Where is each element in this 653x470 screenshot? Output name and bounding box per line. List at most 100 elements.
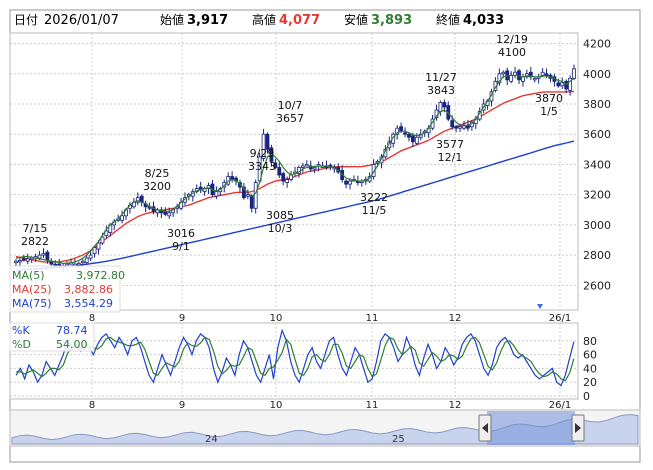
- navigator-year-label: 25: [392, 434, 405, 445]
- candle-body: [80, 260, 85, 264]
- candle-body: [399, 126, 404, 132]
- price-y-tick-label: 4200: [583, 38, 611, 51]
- candle-body: [214, 191, 219, 197]
- navigator-left-handle[interactable]: [478, 414, 492, 442]
- annotation-date: 10/7: [278, 99, 303, 112]
- price-x-tick-labels: 8 9 10 11 12 26/1: [89, 313, 571, 324]
- k-legend-value: 78.74: [56, 324, 88, 337]
- candle-body: [379, 156, 384, 164]
- price-y-tick-labels: 2600 2800 3000 3200 3400 3600 3800 4000 4200: [583, 38, 611, 293]
- annotation-value: 3843: [427, 84, 455, 97]
- candle: [277, 162, 282, 179]
- date-label: 日付: [14, 13, 38, 27]
- candle-body: [273, 162, 278, 168]
- chevron-left-icon: [482, 423, 488, 433]
- candle-body: [261, 133, 266, 159]
- candle: [261, 128, 266, 162]
- candle-body: [76, 263, 81, 266]
- candle: [265, 132, 270, 154]
- k-line: [15, 328, 575, 387]
- close-label: 終値: [436, 12, 460, 27]
- candle-body: [135, 197, 140, 203]
- stochastic-y-tick-label: 20: [583, 376, 597, 389]
- navigator-selected-window[interactable]: [487, 411, 575, 445]
- annotation-date: 10/3: [268, 222, 293, 235]
- annotation-value: 3222: [360, 191, 388, 204]
- candle: [45, 250, 50, 264]
- annotation-value: 3657: [276, 112, 304, 125]
- candle-body: [88, 254, 93, 259]
- candle-body: [53, 263, 58, 267]
- open-value: 3,917: [187, 13, 228, 28]
- low-label: 安値: [344, 12, 368, 27]
- price-y-tick-label: 2800: [583, 249, 611, 262]
- candle: [544, 68, 549, 79]
- stochastic-x-tick-labels: 8 9 10 11 12 26/1: [89, 400, 571, 411]
- annotation-date: 8/25: [145, 167, 170, 180]
- candle: [104, 225, 109, 239]
- candle-body: [92, 247, 97, 255]
- candle-body: [532, 77, 537, 81]
- ma25-legend-label: MA(25): [12, 283, 52, 296]
- annotation-date: 12/19: [496, 33, 528, 46]
- navigator-right-handle[interactable]: [571, 414, 585, 442]
- annotation-date: 9/1: [172, 240, 190, 253]
- candle-body: [304, 164, 309, 167]
- candle: [497, 68, 502, 86]
- annotation-value: 2822: [21, 235, 49, 248]
- price-x-tick-label: 9: [179, 313, 185, 324]
- candle-body: [120, 215, 124, 221]
- candle-body: [29, 257, 34, 261]
- candle: [379, 153, 384, 169]
- candle-body: [497, 73, 502, 84]
- range-navigator[interactable]: 24 25: [9, 409, 641, 447]
- candle-body: [281, 173, 286, 182]
- candle-body: [454, 126, 459, 129]
- ma5-legend-value: 3,972.80: [76, 269, 125, 282]
- candle: [21, 254, 26, 262]
- ma-legend-box: [9, 265, 121, 313]
- ohlc-header: 日付 2026/01/07 始値 3,917 高値 4,077 安値 3,893…: [14, 12, 504, 28]
- stochastic-x-tick-label: 10: [270, 400, 283, 411]
- candle-body: [277, 167, 282, 176]
- latest-marker-icon: [537, 304, 543, 309]
- candle-body: [100, 236, 105, 244]
- candle-body: [438, 102, 443, 112]
- candle-body: [540, 71, 545, 76]
- annotation-value: 3016: [167, 227, 195, 240]
- candle-body: [556, 82, 561, 87]
- candle-body: [65, 263, 69, 267]
- stochastic-x-tick-label: 11: [366, 400, 379, 411]
- price-y-tick-label: 3800: [583, 98, 611, 111]
- candle-body: [104, 230, 109, 236]
- candle-body: [45, 251, 50, 261]
- price-x-tick-label: 10: [270, 313, 283, 324]
- candle-body: [14, 260, 18, 264]
- d-legend-label: %D: [12, 338, 31, 351]
- candle-body: [403, 132, 407, 135]
- price-y-tick-label: 3400: [583, 158, 611, 171]
- ma-legend: MA(5) 3,972.80 MA(25) 3,882.86 MA(75) 3,…: [9, 265, 125, 313]
- candle-body: [442, 102, 447, 108]
- candle: [524, 69, 529, 79]
- annotation-value: 3085: [266, 209, 294, 222]
- candle-body: [560, 82, 565, 87]
- price-x-tick-label: 8: [89, 313, 95, 324]
- stochastic-x-tick-label: 8: [89, 400, 95, 411]
- stochastic-y-tick-label: 0: [583, 390, 590, 403]
- price-x-tick-label: 26/1: [549, 313, 571, 324]
- candle-body: [509, 74, 514, 82]
- ma75-line: [16, 140, 575, 271]
- candle-body: [285, 179, 290, 183]
- price-y-tick-label: 3200: [583, 189, 611, 202]
- ma5-layer: [15, 74, 575, 264]
- close-value: 4,033: [463, 13, 504, 28]
